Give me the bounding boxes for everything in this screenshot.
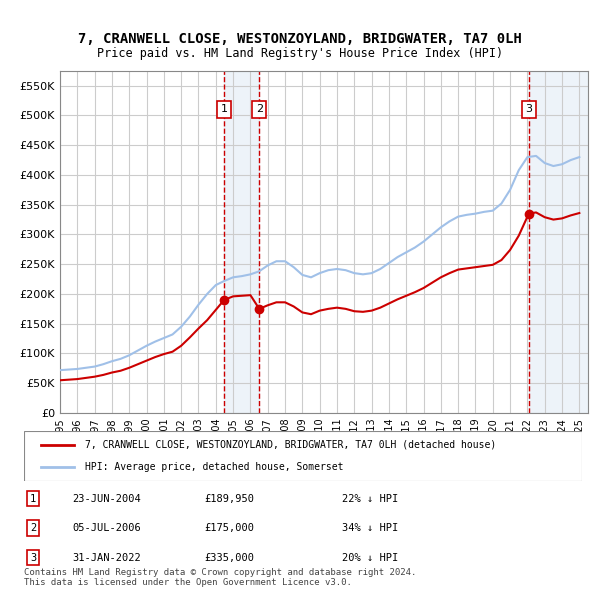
Text: 20% ↓ HPI: 20% ↓ HPI bbox=[342, 553, 398, 562]
Text: HPI: Average price, detached house, Somerset: HPI: Average price, detached house, Some… bbox=[85, 462, 344, 472]
Bar bbox=[224, 71, 259, 413]
Text: 34% ↓ HPI: 34% ↓ HPI bbox=[342, 523, 398, 533]
Text: Price paid vs. HM Land Registry's House Price Index (HPI): Price paid vs. HM Land Registry's House … bbox=[97, 47, 503, 60]
Text: 3: 3 bbox=[525, 104, 532, 114]
Text: 22% ↓ HPI: 22% ↓ HPI bbox=[342, 494, 398, 503]
Text: £335,000: £335,000 bbox=[204, 553, 254, 562]
Bar bbox=[529, 71, 588, 413]
Text: 2: 2 bbox=[256, 104, 263, 114]
Text: 7, CRANWELL CLOSE, WESTONZOYLAND, BRIDGWATER, TA7 0LH (detached house): 7, CRANWELL CLOSE, WESTONZOYLAND, BRIDGW… bbox=[85, 440, 497, 450]
Text: 23-JUN-2004: 23-JUN-2004 bbox=[72, 494, 141, 503]
Text: This data is licensed under the Open Government Licence v3.0.: This data is licensed under the Open Gov… bbox=[24, 578, 352, 587]
FancyBboxPatch shape bbox=[24, 431, 582, 481]
Text: 1: 1 bbox=[30, 494, 36, 503]
Text: 3: 3 bbox=[30, 553, 36, 562]
Text: 7, CRANWELL CLOSE, WESTONZOYLAND, BRIDGWATER, TA7 0LH: 7, CRANWELL CLOSE, WESTONZOYLAND, BRIDGW… bbox=[78, 32, 522, 47]
Text: 05-JUL-2006: 05-JUL-2006 bbox=[72, 523, 141, 533]
Text: £175,000: £175,000 bbox=[204, 523, 254, 533]
Text: 31-JAN-2022: 31-JAN-2022 bbox=[72, 553, 141, 562]
Text: 1: 1 bbox=[221, 104, 227, 114]
Text: £189,950: £189,950 bbox=[204, 494, 254, 503]
Text: 2: 2 bbox=[30, 523, 36, 533]
Text: Contains HM Land Registry data © Crown copyright and database right 2024.: Contains HM Land Registry data © Crown c… bbox=[24, 568, 416, 577]
